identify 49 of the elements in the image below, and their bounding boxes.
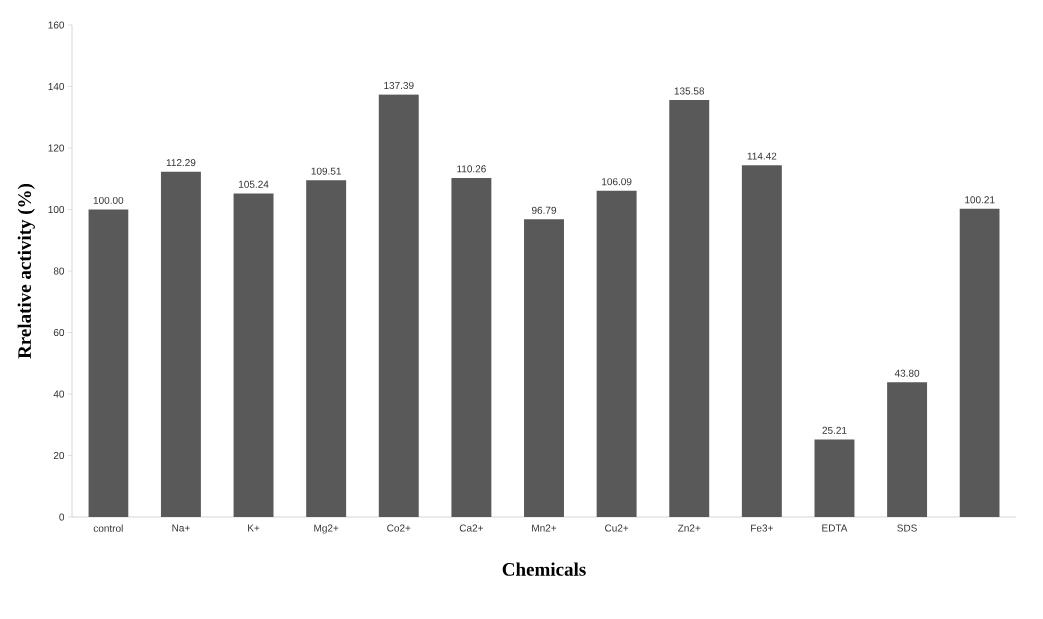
bar: [88, 209, 129, 517]
x-tick-label: SDS: [897, 524, 917, 532]
x-tick-label: K+: [248, 524, 260, 532]
y-tick-label: 40: [53, 390, 65, 398]
bar: [233, 193, 274, 517]
x-tick-label: control: [93, 524, 123, 532]
x-tick-label: Ca2+: [459, 524, 483, 532]
data-label: 105.24: [239, 180, 269, 188]
data-label: 25.21: [822, 426, 847, 434]
data-label: 100.21: [965, 196, 995, 204]
data-label: 114.42: [747, 152, 777, 160]
x-tick-label: Na+: [172, 524, 190, 532]
x-tick-label: Zn2+: [678, 524, 701, 532]
bar: [887, 382, 928, 517]
bar: [306, 180, 347, 517]
x-axis-title: Chemicals: [502, 562, 586, 576]
bar: [160, 171, 201, 517]
bar: [669, 100, 710, 517]
x-tick-label: Co2+: [387, 524, 411, 532]
x-tick-label: Cu2+: [605, 524, 629, 532]
data-label: 112.29: [166, 159, 196, 167]
data-label: 135.58: [674, 87, 705, 95]
y-axis-title: Rrelative activity (%): [17, 183, 35, 359]
y-tick-label: 80: [53, 267, 65, 275]
x-tick-label: Fe3+: [751, 524, 773, 532]
bar: [741, 165, 782, 517]
x-tick-label: Mn2+: [532, 524, 557, 532]
bar: [814, 439, 855, 517]
y-tick-label: 120: [48, 144, 65, 152]
x-tick-label: EDTA: [822, 524, 848, 532]
y-tick-label: 100: [48, 205, 65, 214]
data-label: 96.79: [531, 206, 557, 214]
data-label: 109.51: [311, 167, 341, 175]
y-tick-label: 140: [48, 82, 65, 91]
data-label: 110.26: [457, 165, 486, 173]
bar: [378, 94, 419, 517]
bar: [959, 208, 1000, 517]
bar: [596, 190, 637, 517]
data-label: 43.80: [894, 369, 920, 377]
data-label: 137.39: [384, 81, 414, 89]
y-tick-label: 0: [59, 513, 65, 521]
bar: [524, 219, 564, 517]
x-tick-label: Mg2+: [314, 524, 339, 534]
data-label: 106.09: [602, 178, 632, 186]
y-tick-label: 160: [48, 21, 65, 29]
y-tick-label: 20: [53, 451, 65, 460]
data-label: 100.00: [93, 196, 124, 204]
y-tick-label: 60: [53, 328, 65, 337]
bar: [451, 177, 492, 517]
